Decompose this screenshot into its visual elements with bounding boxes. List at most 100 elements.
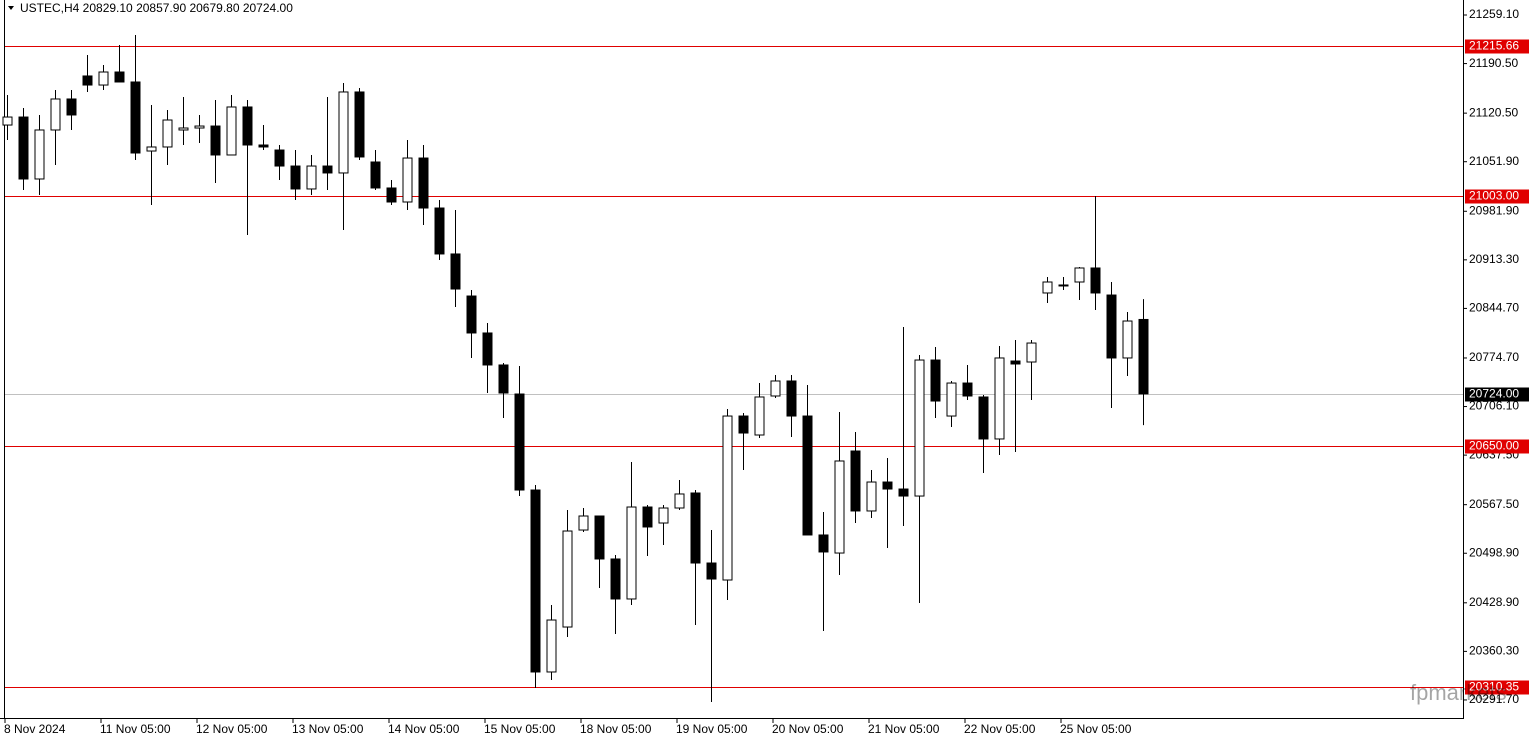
candle-body	[66, 98, 77, 116]
candle-body	[402, 157, 413, 203]
level-label-box	[1465, 189, 1529, 204]
level-label: 20650.00	[1469, 439, 1519, 453]
current-price-box	[1465, 387, 1529, 402]
candle-body	[882, 481, 893, 490]
y-tick-label: 21120.50	[1469, 105, 1518, 119]
candle-body	[434, 207, 445, 255]
candle-body	[338, 91, 349, 174]
candle-body	[258, 144, 269, 148]
candle-body	[418, 157, 429, 209]
candle-body	[562, 530, 573, 628]
candle-body	[1010, 360, 1021, 365]
y-tick-label: 20706.10	[1469, 399, 1519, 413]
candle-body	[50, 98, 61, 131]
candle-body	[1026, 342, 1037, 363]
x-tick-label: 11 Nov 05:00	[100, 722, 171, 736]
candle-body	[530, 489, 541, 673]
candle-body	[290, 165, 301, 190]
candle-body	[226, 106, 237, 156]
candle-body	[642, 506, 653, 528]
candle-body	[146, 146, 157, 152]
candle-body	[578, 515, 589, 531]
candle-body	[482, 332, 493, 366]
x-tick-label: 13 Nov 05:00	[292, 722, 364, 736]
watermark: fpmarkets	[1410, 680, 1507, 705]
candle-body	[866, 481, 877, 512]
candle-body	[1138, 318, 1149, 395]
candle-body	[594, 515, 605, 560]
candle-body	[210, 125, 221, 156]
candle-body	[690, 492, 701, 564]
candle-body	[706, 562, 717, 580]
candle-body	[818, 534, 829, 553]
y-tick-label: 21259.10	[1469, 7, 1519, 21]
candle-body	[914, 359, 925, 497]
candle-body	[1106, 294, 1117, 359]
candle-body	[178, 127, 189, 131]
candle-body	[738, 415, 749, 434]
y-tick-label: 20498.90	[1469, 545, 1519, 559]
candle-body	[610, 558, 621, 600]
candle-body	[802, 415, 813, 536]
x-tick-label: 21 Nov 05:00	[868, 722, 940, 736]
candle-body	[978, 396, 989, 440]
candle-body	[1058, 284, 1069, 287]
chart-title: USTEC,H4 20829.10 20857.90 20679.80 2072…	[20, 1, 293, 15]
level-label: 21215.66	[1469, 39, 1519, 53]
candle-body	[306, 165, 317, 190]
level-label-box	[1465, 39, 1529, 54]
candle-body	[114, 71, 125, 83]
candle-body	[722, 415, 733, 581]
candle-body	[18, 116, 29, 180]
x-tick-label: 22 Nov 05:00	[964, 722, 1036, 736]
x-tick-label: 20 Nov 05:00	[772, 722, 844, 736]
candle-body	[322, 165, 333, 174]
candle-body	[658, 507, 669, 524]
candle-body	[466, 295, 477, 334]
candle-body	[834, 460, 845, 554]
level-label-box	[1465, 439, 1529, 454]
candle-body	[1090, 267, 1101, 294]
level-label-box	[1465, 680, 1529, 695]
y-tick-label: 20774.70	[1469, 350, 1519, 364]
candle-body	[994, 357, 1005, 440]
candle-body	[546, 619, 557, 673]
x-tick-label: 18 Nov 05:00	[580, 722, 652, 736]
candle-body	[370, 161, 381, 189]
x-tick-label: 25 Nov 05:00	[1060, 722, 1132, 736]
level-label: 21003.00	[1469, 189, 1519, 203]
candle-body	[514, 393, 525, 491]
candle-body	[242, 106, 253, 146]
candle-body	[850, 450, 861, 512]
candle-body	[962, 382, 973, 397]
candle-body	[2, 116, 13, 126]
candle-body	[946, 382, 957, 417]
candle-body	[1074, 267, 1085, 283]
y-tick-label: 20428.90	[1469, 595, 1519, 609]
candle-body	[98, 71, 109, 86]
y-tick-label: 21190.50	[1469, 56, 1518, 70]
x-tick-label: 19 Nov 05:00	[676, 722, 748, 736]
y-tick-label: 20567.50	[1469, 497, 1519, 511]
y-tick-label: 20913.30	[1469, 252, 1519, 266]
y-tick-label: 20360.30	[1469, 644, 1519, 658]
candle-body	[162, 119, 173, 148]
candle-body	[498, 364, 509, 394]
candle-body	[194, 125, 205, 129]
candle-body	[354, 91, 365, 158]
x-tick-label: 15 Nov 05:00	[484, 722, 556, 736]
candle-body	[1122, 320, 1133, 359]
menu-arrow[interactable]	[8, 6, 14, 10]
x-tick-label: 14 Nov 05:00	[388, 722, 460, 736]
candle-body	[1042, 281, 1053, 294]
candle-body	[274, 149, 285, 167]
candle-body	[626, 506, 637, 600]
y-tick-label: 21051.90	[1469, 154, 1519, 168]
candle-body	[34, 129, 45, 180]
candle-body	[674, 493, 685, 509]
candle-body	[930, 359, 941, 402]
candle-body	[450, 253, 461, 290]
